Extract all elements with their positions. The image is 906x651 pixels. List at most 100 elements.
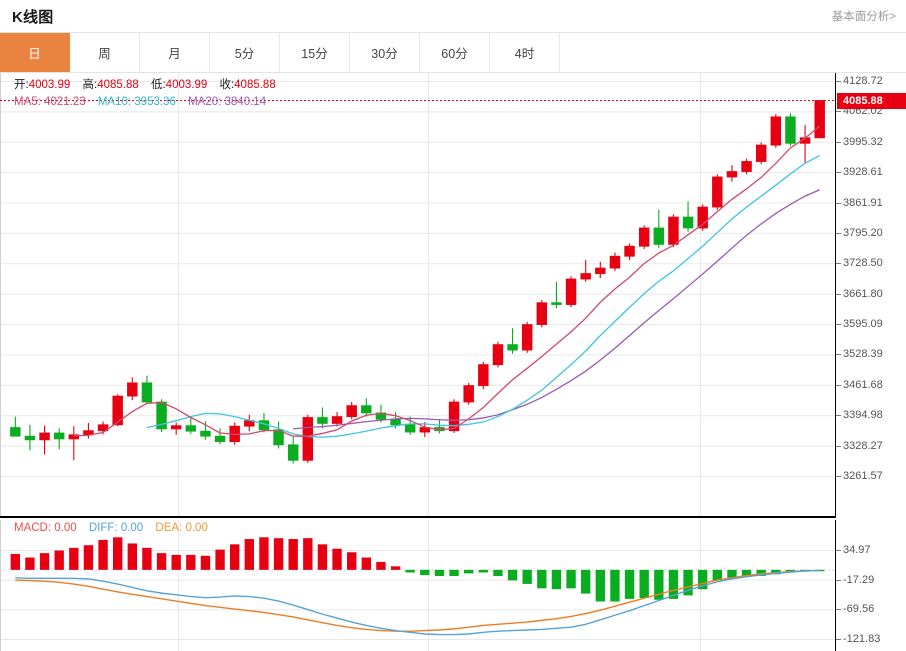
macd-histogram-bar [361,557,371,570]
macd-histogram-bar [507,569,518,581]
macd-histogram-bar [376,561,386,570]
macd-label: MACD: [14,522,52,534]
price-axis-label: 3261.57 [843,470,883,482]
candle-body [10,427,21,437]
price-axis-label: 3795.20 [843,226,883,239]
candle-body [317,417,328,424]
candle-body [682,216,694,229]
price-axis-tick [836,384,841,386]
macd-axis-label: -121.83 [843,633,881,645]
macd-histogram-bar [259,537,269,570]
macd-histogram-bar [581,569,591,594]
macd-histogram-bar [712,569,722,581]
macd-histogram-bar [273,538,284,570]
candle-body [478,364,489,387]
price-axis-tick [836,476,841,477]
close-label: 收: [219,79,235,91]
macd-histogram-bar [83,545,94,570]
macd-axis-tick [836,609,841,611]
candle-body [638,227,650,247]
dea-label: DEA: [155,522,183,534]
tab-4[interactable]: 15分 [280,33,350,72]
macd-histogram-bar [332,548,342,570]
tab-2[interactable]: 月 [140,33,210,72]
diff-line [15,569,820,636]
price-axis-label: 3595.09 [843,318,883,331]
macd-axis-tick [836,579,841,581]
tab-3[interactable]: 5分 [210,33,280,72]
macd-histogram-bar [347,552,357,570]
ma5-label: MA5: [14,96,41,108]
macd-histogram-bar [390,566,401,570]
macd-histogram-bar [303,538,313,570]
price-axis-label: 3328.27 [843,439,883,452]
macd-histogram-bar [610,569,620,602]
candle-body [507,344,518,351]
macd-histogram-bar [741,569,752,577]
macd-histogram-bar [493,569,503,577]
candle-body [814,100,825,139]
price-axis-tick [836,445,841,447]
candle-body [185,425,197,432]
macd-histogram-bar [683,569,693,596]
macd-histogram-bar [639,569,649,599]
macd-histogram-bar [317,544,328,570]
macd-histogram-bar [727,569,737,578]
candle-body [97,424,109,432]
candle-body [170,425,182,430]
macd-histogram-bar [449,569,459,577]
candle-body [287,444,299,461]
ma5-line [73,125,821,437]
last-price-badge: 4085.88 [837,92,906,109]
price-axis-label: 3928.61 [843,166,883,179]
price-axis-label: 3995.32 [843,135,883,148]
macd-histogram-bar [69,547,79,570]
macd-histogram-bar [537,569,547,589]
price-axis-tick [836,81,841,82]
candlestick-plot [0,73,835,516]
macd-histogram-bar [654,569,664,600]
tab-6[interactable]: 60分 [420,33,490,72]
price-axis-tick [836,202,841,204]
tab-0[interactable]: 日 [0,33,70,72]
macd-histogram-bar [54,550,64,570]
price-axis-tick [836,172,841,174]
macd-histogram-bar [464,569,474,574]
fundamental-analysis-link[interactable]: 基本面分析> [831,11,896,23]
candle-body [565,278,577,305]
macd-histogram-bar [288,539,298,570]
open-label: 开: [14,79,29,91]
price-axis-label: 3528.39 [843,348,883,361]
diff-label: DIFF: [88,522,118,534]
ma10-line [146,155,820,438]
tab-1[interactable]: 周 [70,33,140,72]
candle-body [302,417,314,461]
candle-body [404,424,416,433]
candle-body [551,302,562,305]
tab-7[interactable]: 4时 [490,33,560,72]
price-axis-tick [836,324,841,326]
macd-histogram-bar [186,554,196,570]
candle-body [580,273,591,280]
price-axis-label: 3394.98 [843,409,883,422]
price-axis-label: 4128.72 [843,75,883,87]
price-chart-panel[interactable]: 开:4003.99 高:4085.88 低:4003.99 收:4085.88 … [0,73,835,518]
price-axis-tick [836,354,841,356]
tab-5[interactable]: 30分 [350,33,420,72]
price-axis-label: 3861.91 [843,196,883,209]
candle-body [200,430,211,437]
macd-chart-panel[interactable]: MACD: 0.00 DIFF: 0.00 DEA: 0.00 [0,520,835,651]
macd-axis: 34.97 -17.29 -69.56 -121.83 [835,520,906,651]
macd-histogram-bar [200,555,211,570]
ma-legend: MA5: 4021.23 MA10: 3953.36 MA20: 3840.14 [14,94,266,110]
macd-histogram-bar [624,569,635,599]
macd-axis-tick [836,550,841,551]
price-axis-label: 3661.80 [843,287,883,300]
macd-histogram-bar [244,539,254,570]
macd-histogram-bar [215,549,225,570]
dea-value: 0.00 [185,522,208,534]
macd-histogram-bar [595,569,605,602]
candle-body [463,385,474,403]
dea-line [15,569,820,632]
macd-value: 0.00 [54,522,77,534]
